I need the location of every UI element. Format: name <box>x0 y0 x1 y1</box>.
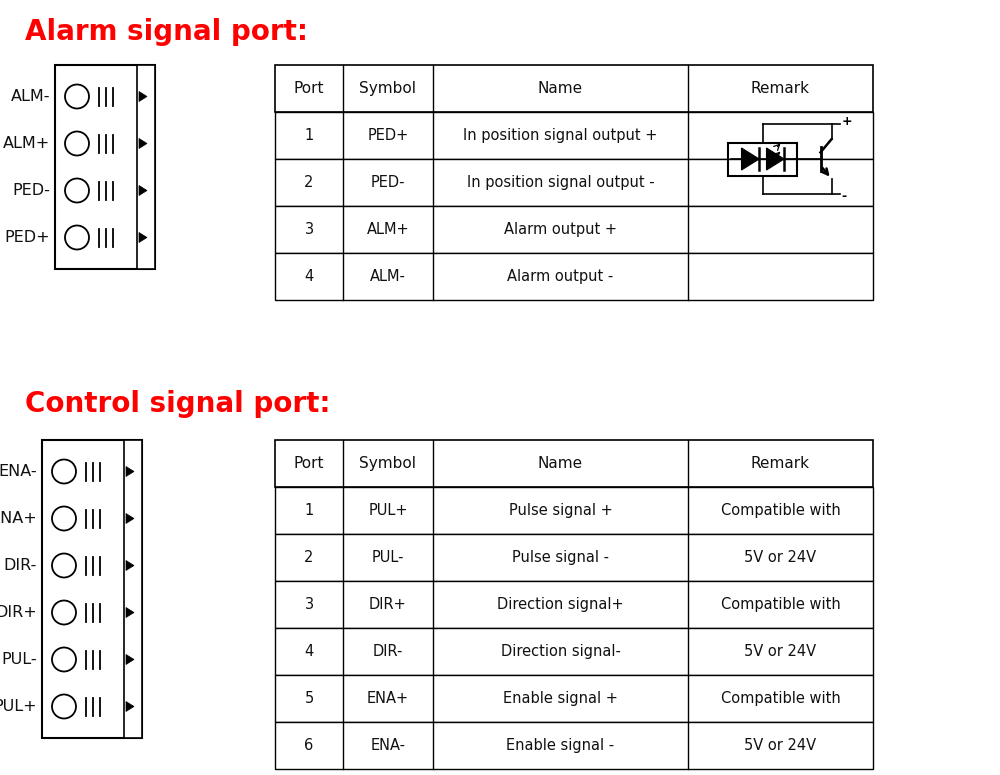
Bar <box>275 722 873 769</box>
Polygon shape <box>126 514 134 523</box>
Text: DIR-: DIR- <box>4 558 37 573</box>
Text: ENA-: ENA- <box>0 464 37 479</box>
Bar <box>275 628 873 675</box>
Text: ENA-: ENA- <box>370 738 406 753</box>
Text: Pulse signal -: Pulse signal - <box>512 550 609 565</box>
Text: 5V or 24V: 5V or 24V <box>744 550 817 565</box>
Text: Port: Port <box>294 81 324 96</box>
Bar <box>275 112 873 159</box>
Text: Enable signal -: Enable signal - <box>506 738 615 753</box>
Text: 2: 2 <box>304 175 314 190</box>
Text: Remark: Remark <box>751 81 810 96</box>
Text: 1: 1 <box>304 503 314 518</box>
Text: Compatible with: Compatible with <box>721 503 840 518</box>
Text: In position signal output -: In position signal output - <box>467 175 654 190</box>
Bar <box>42 440 142 738</box>
Polygon shape <box>139 185 147 195</box>
Text: PUL+: PUL+ <box>368 503 408 518</box>
Text: Pulse signal +: Pulse signal + <box>509 503 612 518</box>
Text: DIR-: DIR- <box>373 644 403 659</box>
Bar <box>275 206 873 253</box>
Text: PED+: PED+ <box>4 230 50 245</box>
Text: 5V or 24V: 5V or 24V <box>744 738 817 753</box>
Polygon shape <box>139 91 147 102</box>
Text: DIR+: DIR+ <box>369 597 407 612</box>
Text: 5: 5 <box>304 691 314 706</box>
Text: Symbol: Symbol <box>360 81 416 96</box>
Polygon shape <box>139 232 147 243</box>
Text: Enable signal +: Enable signal + <box>503 691 618 706</box>
Text: Direction signal-: Direction signal- <box>501 644 620 659</box>
Text: Alarm signal port:: Alarm signal port: <box>25 18 308 46</box>
Bar <box>275 534 873 581</box>
Text: ENA+: ENA+ <box>0 511 37 526</box>
Polygon shape <box>742 148 759 170</box>
Text: 2: 2 <box>304 550 314 565</box>
Text: In position signal output +: In position signal output + <box>463 128 658 143</box>
Bar <box>275 487 873 534</box>
Text: Symbol: Symbol <box>360 456 416 471</box>
Text: ENA+: ENA+ <box>367 691 409 706</box>
Text: 6: 6 <box>304 738 314 753</box>
Bar <box>275 159 873 206</box>
Text: 4: 4 <box>304 644 314 659</box>
Text: 3: 3 <box>304 597 314 612</box>
Text: DIR+: DIR+ <box>0 605 37 620</box>
Bar <box>275 253 873 300</box>
Text: 3: 3 <box>304 222 314 237</box>
Polygon shape <box>767 148 784 170</box>
Text: ALM-: ALM- <box>10 89 50 104</box>
Text: 1: 1 <box>304 128 314 143</box>
Text: PED-: PED- <box>12 183 50 198</box>
Bar <box>124 440 142 738</box>
Text: -: - <box>841 190 847 203</box>
Text: Direction signal+: Direction signal+ <box>497 597 624 612</box>
Text: Compatible with: Compatible with <box>721 597 840 612</box>
Bar <box>275 675 873 722</box>
Text: Port: Port <box>294 456 324 471</box>
Text: Alarm output +: Alarm output + <box>504 222 617 237</box>
Polygon shape <box>126 608 134 618</box>
Text: Compatible with: Compatible with <box>721 691 840 706</box>
Text: Alarm output -: Alarm output - <box>507 269 614 284</box>
Text: PUL-: PUL- <box>372 550 404 565</box>
Text: ALM-: ALM- <box>370 269 406 284</box>
Text: PUL+: PUL+ <box>0 699 37 714</box>
Text: +: + <box>841 115 852 129</box>
Text: 5V or 24V: 5V or 24V <box>744 644 817 659</box>
Text: ALM+: ALM+ <box>3 136 50 151</box>
Bar <box>275 65 873 112</box>
Polygon shape <box>126 701 134 711</box>
Bar <box>275 440 873 487</box>
Text: PUL-: PUL- <box>1 652 37 667</box>
Text: 4: 4 <box>304 269 314 284</box>
Bar <box>137 65 155 269</box>
Polygon shape <box>126 655 134 664</box>
Text: PED+: PED+ <box>367 128 409 143</box>
Polygon shape <box>126 467 134 477</box>
Text: Remark: Remark <box>751 456 810 471</box>
Text: Name: Name <box>538 456 583 471</box>
Bar <box>55 65 155 269</box>
Bar <box>275 581 873 628</box>
Text: Control signal port:: Control signal port: <box>25 390 330 418</box>
Text: ALM+: ALM+ <box>367 222 409 237</box>
Polygon shape <box>126 560 134 570</box>
Polygon shape <box>139 139 147 149</box>
Text: Name: Name <box>538 81 583 96</box>
Bar <box>728 143 797 175</box>
Text: PED-: PED- <box>371 175 405 190</box>
